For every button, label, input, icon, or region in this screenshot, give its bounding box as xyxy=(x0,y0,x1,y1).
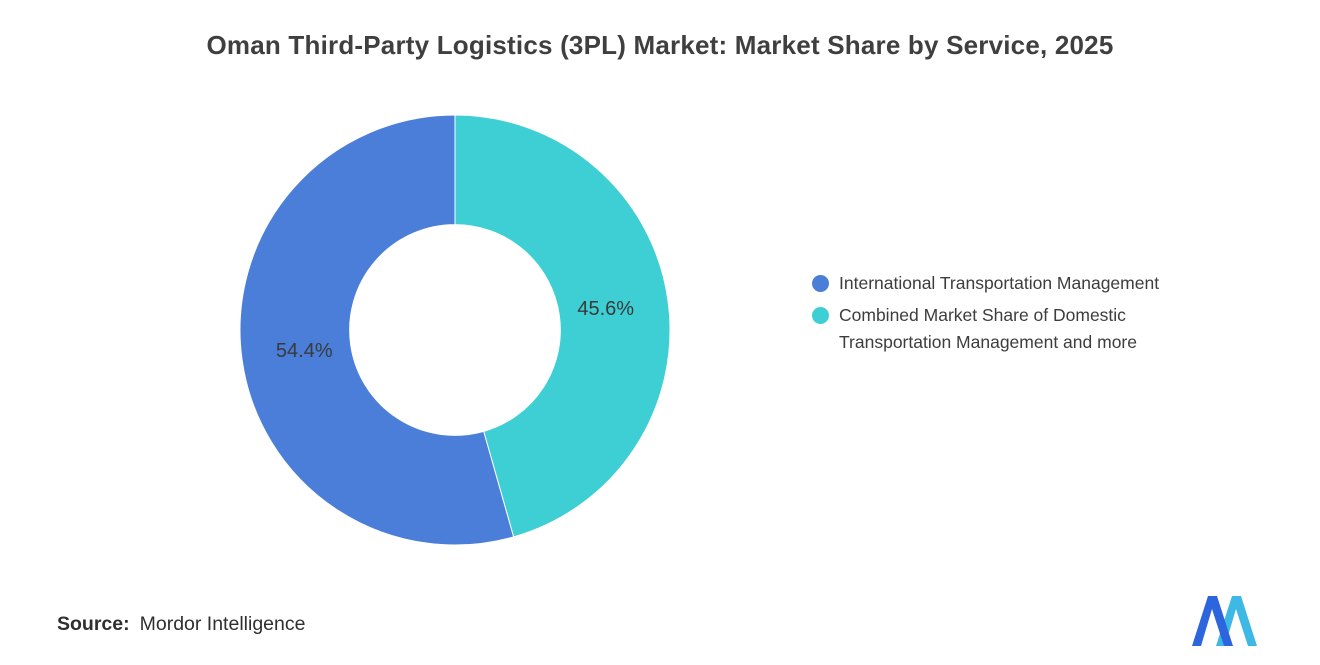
chart-legend: International Transportation Management … xyxy=(812,270,1209,361)
source-attribution: Source: Mordor Intelligence xyxy=(57,613,305,636)
legend-marker-teal-icon xyxy=(812,307,829,324)
legend-item: Combined Market Share of Domestic Transp… xyxy=(812,302,1209,356)
legend-label: Combined Market Share of Domestic Transp… xyxy=(839,305,1137,352)
legend-label: International Transportation Management xyxy=(839,273,1160,293)
mordor-intelligence-logo xyxy=(1192,596,1257,646)
donut-chart-area: 54.4% 45.6% xyxy=(225,100,685,560)
source-label: Source: xyxy=(57,613,130,635)
slice-value-label: 54.4% xyxy=(276,340,333,362)
donut-chart: 54.4% 45.6% xyxy=(239,114,671,546)
legend-item: International Transportation Management xyxy=(812,270,1209,297)
source-value: Mordor Intelligence xyxy=(139,613,306,635)
chart-title: Oman Third-Party Logistics (3PL) Market:… xyxy=(206,30,1114,60)
legend-marker-blue-icon xyxy=(812,275,829,292)
slice-value-label: 45.6% xyxy=(577,298,634,320)
pie-slice xyxy=(454,114,671,538)
pie-slice xyxy=(239,114,515,546)
